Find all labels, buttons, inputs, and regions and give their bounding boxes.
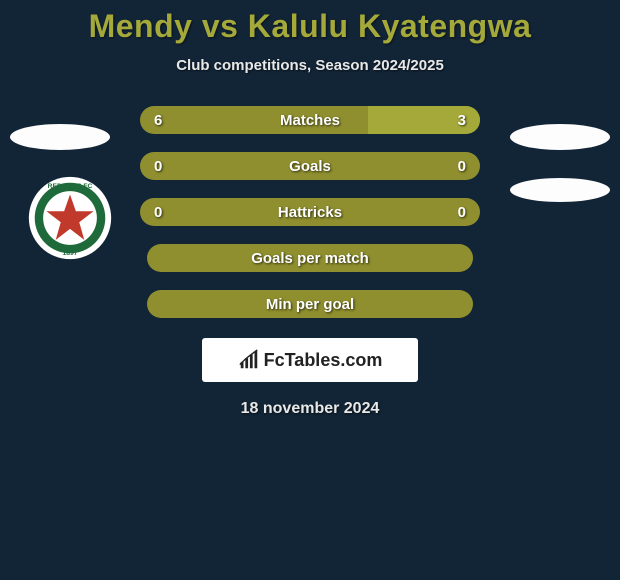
stat-left-value: 0: [154, 204, 162, 221]
bar-chart-icon: [238, 349, 260, 371]
stat-row: Goals per match: [147, 244, 473, 272]
fctables-watermark: FcTables.com: [202, 338, 418, 382]
stat-label: Goals per match: [147, 250, 473, 267]
stat-left-value: 6: [154, 112, 162, 129]
stat-label: Goals: [140, 158, 480, 175]
stat-bars: 63Matches00Goals00HattricksGoals per mat…: [140, 106, 480, 336]
stat-row: 0 0Goals: [140, 152, 480, 180]
stats-area: 63Matches00Goals00HattricksGoals per mat…: [0, 106, 620, 336]
stat-left-value: 0: [154, 158, 162, 175]
stat-right-value: 0: [458, 158, 466, 175]
page-title: Mendy vs Kalulu Kyatengwa: [0, 0, 620, 45]
fctables-label: FcTables.com: [264, 350, 383, 371]
stat-right-value: 3: [458, 112, 466, 129]
stat-label: Hattricks: [140, 204, 480, 221]
stat-right-value: 0: [458, 204, 466, 221]
page-subtitle: Club competitions, Season 2024/2025: [0, 57, 620, 74]
stat-row: 63Matches: [140, 106, 480, 134]
stat-row: 0 0Hattricks: [140, 198, 480, 226]
date-label: 18 november 2024: [0, 400, 620, 418]
stat-label: Min per goal: [147, 296, 473, 313]
stat-row: Min per goal: [147, 290, 473, 318]
